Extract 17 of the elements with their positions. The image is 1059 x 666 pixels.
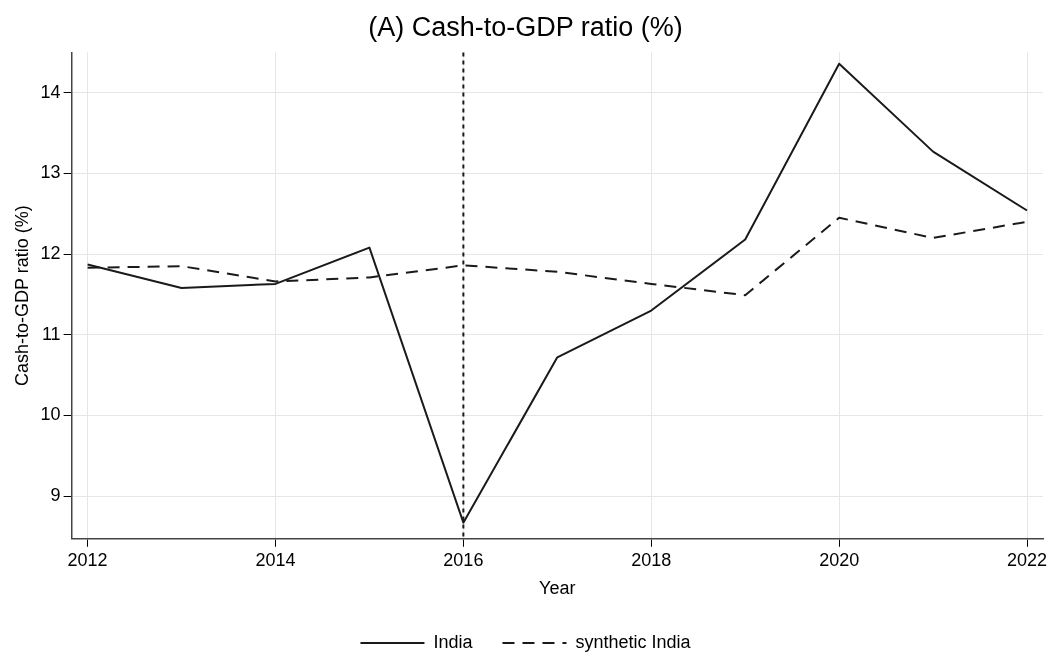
x-tick-label: 2018 [631,549,672,570]
x-tick-label: 2022 [1007,549,1048,570]
x-tick-label: 2020 [819,549,860,570]
y-tick-label: 10 [40,404,61,425]
y-tick-label: 12 [40,243,61,264]
legend-label: India [433,631,474,652]
x-tick-label: 2012 [67,549,108,570]
x-tick-label: 2016 [443,549,484,570]
y-tick-label: 9 [50,485,61,506]
legend-label: synthetic India [575,631,692,652]
y-tick-label: 14 [40,81,61,102]
chart-title: (A) Cash-to-GDP ratio (%) [368,11,683,42]
y-axis-title: Cash-to-GDP ratio (%) [11,205,32,386]
y-tick-label: 11 [41,323,61,344]
y-tick-label: 13 [40,162,61,183]
x-axis-title: Year [539,578,576,599]
x-tick-label: 2014 [255,549,296,570]
